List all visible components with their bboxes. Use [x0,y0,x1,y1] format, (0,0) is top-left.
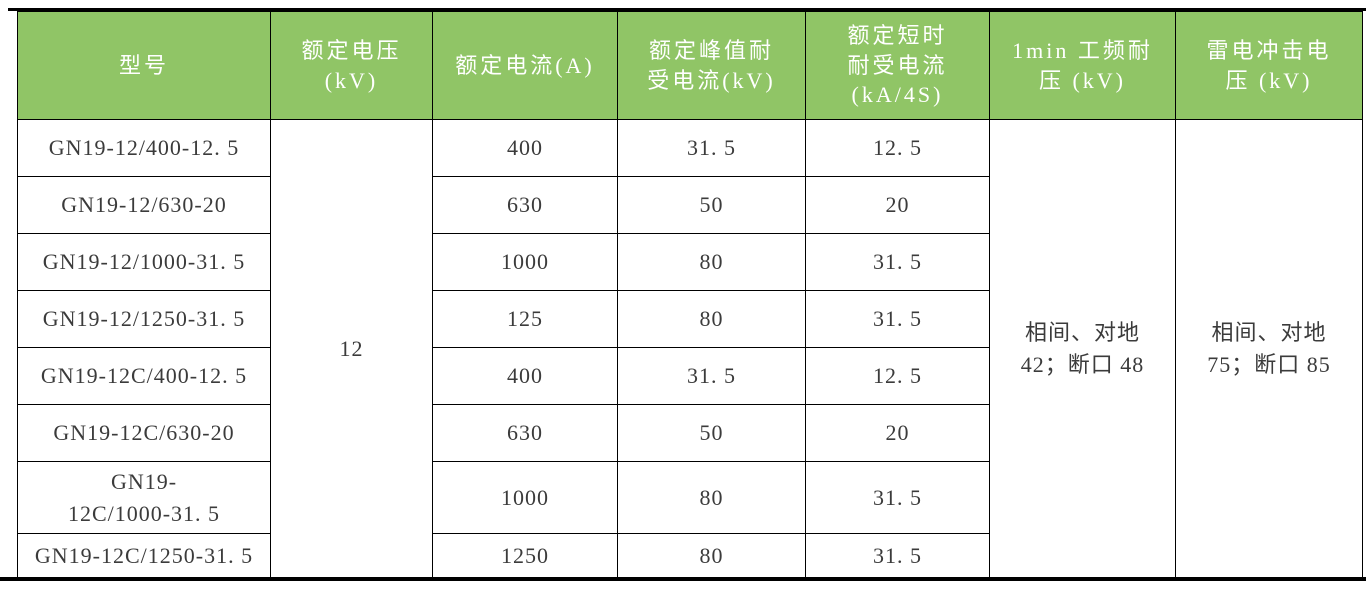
model-cell: GN19- 12C/1000-31. 5 [17,461,271,534]
col-header-model: 型号 [17,11,271,120]
col-header-rated-voltage: 额定电压 (kV) [270,11,433,120]
peak-cell: 50 [617,404,806,462]
short-time-cell: 31. 5 [805,461,990,534]
top-rule [8,8,1366,11]
peak-cell: 31. 5 [617,119,806,177]
table-row: GN19-12/400-12. 5 12 400 31. 5 12. 5 相间、… [17,119,1363,578]
short-time-cell: 20 [805,404,990,462]
rated-voltage-merged-cell: 12 [270,119,433,578]
peak-cell: 50 [617,176,806,234]
current-cell: 1250 [432,533,618,578]
col-header-lightning-impulse: 雷电冲击电 压 (kV) [1175,11,1363,120]
table-row: GN19-12C/1250-31. 5 1250 80 31. 5 [17,533,1363,578]
model-cell: GN19-12C/1250-31. 5 [17,533,271,578]
short-time-cell: 31. 5 [805,290,990,348]
current-cell: 400 [432,347,618,405]
model-cell: GN19-12C/400-12. 5 [17,347,271,405]
lightning-impulse-merged-cell: 相间、对地 75；断口 85 [1175,119,1363,578]
header-row: 型号 额定电压 (kV) 额定电流(A) 额定峰值耐 受电流(kV) 额定短时 … [17,11,1363,120]
power-frequency-merged-cell: 相间、对地 42；断口 48 [989,119,1176,578]
model-cell: GN19-12C/630-20 [17,404,271,462]
current-cell: 630 [432,176,618,234]
short-time-cell: 12. 5 [805,119,990,177]
bottom-rule [0,577,1366,581]
table-row: GN19-12/1250-31. 5 125 80 31. 5 [17,290,1363,348]
peak-cell: 80 [617,290,806,348]
short-time-cell: 31. 5 [805,233,990,291]
peak-cell: 80 [617,461,806,534]
peak-cell: 80 [617,233,806,291]
current-cell: 125 [432,290,618,348]
short-time-cell: 31. 5 [805,533,990,578]
current-cell: 400 [432,119,618,177]
model-cell: GN19-12/630-20 [17,176,271,234]
peak-cell: 80 [617,533,806,578]
col-header-peak-withstand-current: 额定峰值耐 受电流(kV) [617,11,806,120]
current-cell: 630 [432,404,618,462]
model-cell: GN19-12/1250-31. 5 [17,290,271,348]
current-cell: 1000 [432,461,618,534]
table-row: GN19-12/630-20 630 50 20 [17,176,1363,234]
table-row: GN19-12C/630-20 630 50 20 [17,404,1363,462]
col-header-power-frequency-withstand: 1min 工频耐 压 (kV) [989,11,1176,120]
current-cell: 1000 [432,233,618,291]
short-time-cell: 20 [805,176,990,234]
table-row: GN19-12C/400-12. 5 400 31. 5 12. 5 [17,347,1363,405]
model-cell: GN19-12/400-12. 5 [17,119,271,177]
peak-cell: 31. 5 [617,347,806,405]
col-header-rated-current: 额定电流(A) [432,11,618,120]
switch-spec-table: 型号 额定电压 (kV) 额定电流(A) 额定峰值耐 受电流(kV) 额定短时 … [17,11,1363,578]
col-header-short-time-withstand-current: 额定短时 耐受电流 (kA/4S) [805,11,990,120]
table-row: GN19-12/1000-31. 5 1000 80 31. 5 [17,233,1363,291]
short-time-cell: 12. 5 [805,347,990,405]
model-cell: GN19-12/1000-31. 5 [17,233,271,291]
